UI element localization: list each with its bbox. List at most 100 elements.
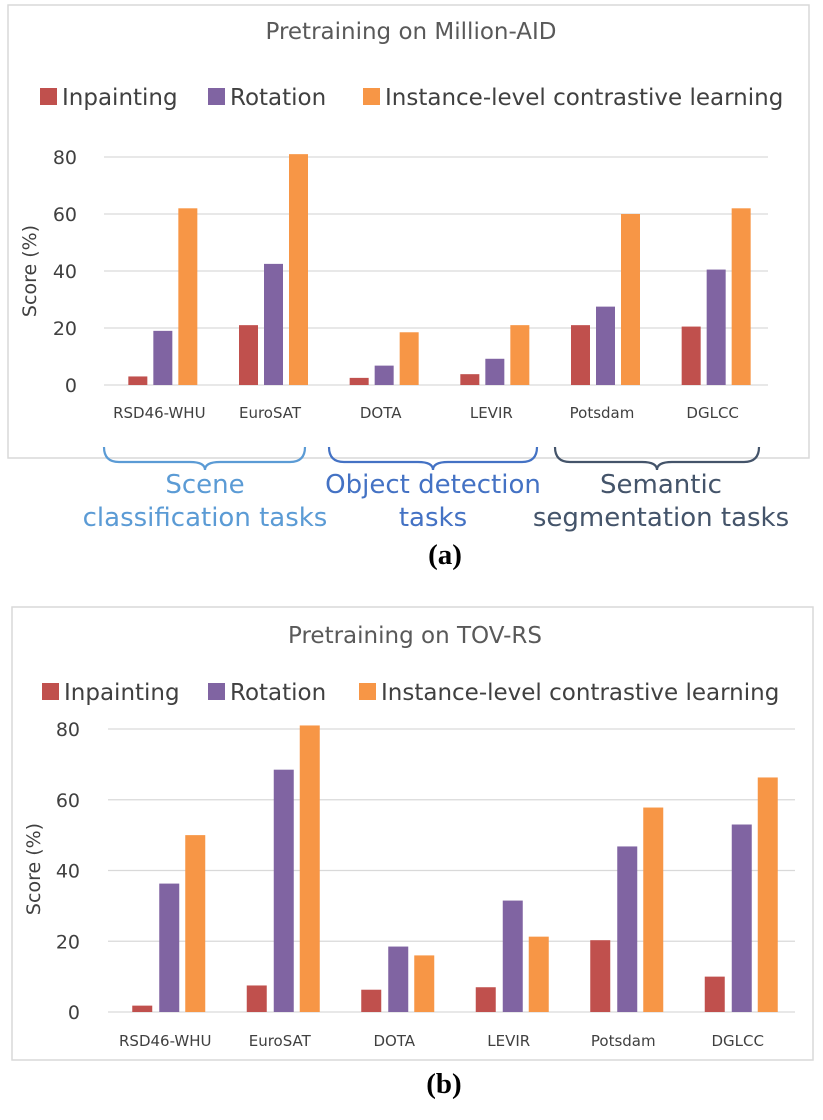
chart-b-y-axis-label: Score (%) — [23, 823, 45, 915]
chart-a-y-tick-label: 0 — [65, 375, 77, 397]
chart-b: Pretraining on TOV-RS Inpainting Rotation… — [11, 606, 814, 1061]
chart-b-bar-rotation-potsdam — [617, 846, 638, 1012]
chart-a-bar-contrastive-dota — [399, 332, 419, 385]
chart-a-bar-inpainting-dglcc — [681, 326, 701, 385]
chart-a-bar-inpainting-levir — [460, 374, 480, 385]
chart-b-bar-contrastive-levir — [528, 936, 549, 1012]
chart-a-legend-swatch-contrastive — [363, 88, 380, 105]
caption-a: (a) — [428, 539, 462, 571]
segmentation-tasks-label-line1: Semantic — [600, 470, 722, 500]
chart-a-bar-contrastive-levir — [510, 325, 530, 385]
chart-b-x-tick-label: Potsdam — [591, 1032, 656, 1050]
segmentation-tasks-brace — [553, 446, 761, 471]
chart-a-x-tick-label: Potsdam — [570, 404, 635, 422]
chart-b-y-tick-label: 60 — [56, 790, 80, 812]
chart-b-x-tick-label: DOTA — [373, 1032, 415, 1050]
scene-tasks-label-line2: classification tasks — [83, 503, 328, 533]
chart-a-legend-swatch-inpainting — [40, 88, 57, 105]
chart-b-bar-rotation-levir — [502, 900, 523, 1012]
chart-b-bar-inpainting-dota — [361, 989, 382, 1012]
chart-a-bar-contrastive-rsd46-whu — [178, 208, 198, 385]
chart-b-x-ticks: RSD46-WHU EuroSAT DOTA LEVIR Potsdam DGLCC — [119, 1032, 764, 1050]
chart-a-y-axis-label: Score (%) — [19, 225, 41, 317]
chart-a-grid — [104, 156, 768, 386]
chart-a-bar-inpainting-potsdam — [571, 325, 590, 385]
chart-a-bar-inpainting-dota — [349, 377, 369, 385]
chart-a: Pretraining on Million-AID Inpainting Rot… — [7, 4, 810, 459]
chart-a-y-tick-label: 60 — [53, 204, 77, 226]
detection-tasks-label-line1: Object detection — [325, 470, 541, 500]
chart-b-frame — [11, 606, 814, 1061]
chart-a-legend: Inpainting Rotation Instance-level contras… — [40, 85, 783, 111]
chart-a-bar-rotation-eurosat — [264, 263, 283, 385]
chart-b-bar-contrastive-rsd46-whu — [185, 835, 206, 1012]
chart-b-y-tick-label: 0 — [68, 1002, 80, 1024]
chart-b-legend-swatch-inpainting — [42, 683, 59, 700]
chart-a-x-tick-label: RSD46-WHU — [113, 404, 205, 422]
chart-a-legend-label-rotation: Rotation — [230, 85, 326, 111]
chart-b-grid — [108, 728, 795, 1013]
chart-a-y-tick-label: 40 — [53, 261, 77, 283]
detection-tasks-brace — [327, 446, 539, 471]
chart-a-bar-inpainting-rsd46-whu — [128, 376, 148, 385]
chart-b-bar-inpainting-potsdam — [590, 940, 611, 1012]
chart-b-y-ticks: 0 20 40 60 80 — [56, 719, 80, 1024]
chart-b-bar-rotation-rsd46-whu — [159, 883, 180, 1012]
chart-b-y-tick-label: 40 — [56, 861, 80, 883]
chart-a-bar-rotation-dota — [374, 365, 394, 385]
chart-a-y-tick-label: 80 — [53, 147, 77, 169]
chart-a-x-tick-label: DOTA — [360, 404, 402, 422]
chart-b-bar-inpainting-eurosat — [246, 985, 267, 1012]
chart-a-legend-label-inpainting: Inpainting — [62, 85, 178, 111]
chart-b-x-tick-label: DGLCC — [712, 1032, 764, 1050]
chart-b-bar-rotation-dglcc — [731, 824, 752, 1012]
chart-b-x-tick-label: RSD46-WHU — [119, 1032, 211, 1050]
chart-b-legend-swatch-contrastive — [359, 683, 376, 700]
chart-b-bar-contrastive-dglcc — [757, 777, 778, 1012]
chart-a-y-ticks: 0 20 40 60 80 — [53, 147, 77, 397]
chart-b-bar-rotation-eurosat — [273, 769, 294, 1012]
scene-tasks-brace — [102, 446, 307, 471]
chart-a-bar-contrastive-eurosat — [289, 154, 308, 385]
chart-a-bar-contrastive-potsdam — [621, 214, 640, 385]
scene-tasks-label-line1: Scene — [165, 470, 244, 500]
chart-b-bar-inpainting-dglcc — [704, 976, 725, 1012]
chart-b-legend-label-contrastive: Instance-level contrastive learning — [381, 680, 779, 706]
chart-a-bar-rotation-dglcc — [706, 269, 726, 385]
chart-b-bar-inpainting-levir — [475, 987, 496, 1012]
chart-b-bar-rotation-dota — [388, 946, 409, 1012]
chart-a-y-tick-label: 20 — [53, 318, 77, 340]
chart-b-title: Pretraining on TOV-RS — [288, 623, 542, 649]
chart-b-x-tick-label: LEVIR — [487, 1032, 530, 1050]
chart-b-x-tick-label: EuroSAT — [249, 1032, 312, 1050]
chart-b-y-tick-label: 80 — [56, 719, 80, 741]
chart-b-bars — [132, 725, 778, 1012]
segmentation-tasks-label-line2: segmentation tasks — [533, 503, 789, 533]
chart-a-x-tick-label: DGLCC — [686, 404, 738, 422]
chart-a-title: Pretraining on Million-AID — [265, 19, 556, 45]
chart-b-bar-contrastive-potsdam — [643, 807, 664, 1012]
chart-a-legend-swatch-rotation — [208, 88, 225, 105]
chart-a-x-ticks: RSD46-WHU EuroSAT DOTA LEVIR Potsdam DGLCC — [113, 404, 739, 422]
chart-a-bar-rotation-potsdam — [596, 306, 615, 385]
chart-b-bar-contrastive-dota — [414, 955, 435, 1012]
chart-b-y-tick-label: 20 — [56, 931, 80, 953]
detection-tasks-label-line2: tasks — [399, 503, 467, 533]
chart-a-x-tick-label: EuroSAT — [239, 404, 302, 422]
chart-b-legend-label-inpainting: Inpainting — [64, 680, 180, 706]
chart-a-frame — [7, 4, 810, 459]
chart-b-legend-swatch-rotation — [208, 683, 225, 700]
chart-a-bars — [128, 154, 751, 385]
chart-a-legend-label-contrastive: Instance-level contrastive learning — [385, 85, 783, 111]
chart-a-bar-rotation-rsd46-whu — [153, 330, 173, 385]
chart-a-x-tick-label: LEVIR — [470, 404, 513, 422]
chart-a-bar-rotation-levir — [485, 358, 505, 385]
chart-b-bar-inpainting-rsd46-whu — [132, 1005, 153, 1012]
chart-a-bar-inpainting-eurosat — [239, 325, 258, 385]
chart-b-bar-contrastive-eurosat — [299, 725, 320, 1012]
chart-b-legend: Inpainting Rotation Instance-level contras… — [42, 680, 779, 706]
chart-b-legend-label-rotation: Rotation — [230, 680, 326, 706]
task-groups: Scene classification tasks Object detect… — [83, 446, 789, 533]
chart-a-bar-contrastive-dglcc — [731, 208, 751, 385]
